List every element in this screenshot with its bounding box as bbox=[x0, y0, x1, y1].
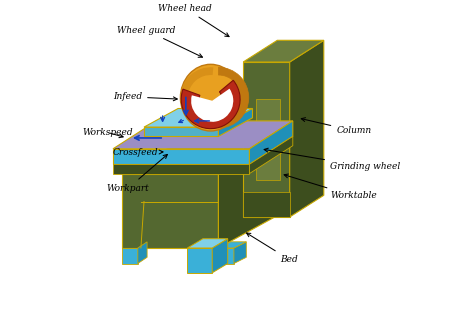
Text: Workpart: Workpart bbox=[107, 154, 167, 193]
Wedge shape bbox=[181, 80, 240, 129]
Polygon shape bbox=[234, 242, 246, 264]
Polygon shape bbox=[122, 140, 281, 174]
Polygon shape bbox=[219, 140, 281, 248]
Polygon shape bbox=[249, 136, 293, 174]
Text: Crossfeed: Crossfeed bbox=[113, 148, 163, 157]
Text: Bed: Bed bbox=[246, 233, 298, 264]
Wedge shape bbox=[219, 67, 249, 128]
Text: Column: Column bbox=[301, 118, 371, 135]
Text: Grinding wheel: Grinding wheel bbox=[264, 148, 400, 171]
Polygon shape bbox=[187, 239, 228, 248]
Text: Infeed: Infeed bbox=[113, 92, 177, 101]
Polygon shape bbox=[255, 99, 281, 180]
Text: Workspeed: Workspeed bbox=[82, 128, 133, 138]
Polygon shape bbox=[187, 248, 212, 273]
Polygon shape bbox=[212, 239, 228, 273]
Polygon shape bbox=[219, 242, 246, 248]
Polygon shape bbox=[122, 174, 219, 248]
Text: Wheel guard: Wheel guard bbox=[117, 25, 202, 57]
Polygon shape bbox=[113, 121, 293, 149]
Polygon shape bbox=[113, 164, 249, 174]
Polygon shape bbox=[243, 192, 290, 217]
Polygon shape bbox=[122, 248, 138, 264]
Polygon shape bbox=[290, 40, 324, 217]
Text: Worktable: Worktable bbox=[284, 174, 377, 200]
Polygon shape bbox=[113, 149, 249, 164]
Polygon shape bbox=[144, 127, 219, 136]
Polygon shape bbox=[219, 248, 234, 264]
Wedge shape bbox=[180, 67, 213, 128]
Polygon shape bbox=[243, 40, 324, 62]
Polygon shape bbox=[243, 62, 290, 217]
Polygon shape bbox=[138, 242, 147, 264]
Polygon shape bbox=[249, 121, 293, 164]
Text: Wheel head: Wheel head bbox=[158, 4, 229, 37]
Polygon shape bbox=[219, 108, 253, 136]
Ellipse shape bbox=[181, 64, 241, 131]
Wedge shape bbox=[191, 89, 233, 122]
Polygon shape bbox=[144, 108, 253, 127]
